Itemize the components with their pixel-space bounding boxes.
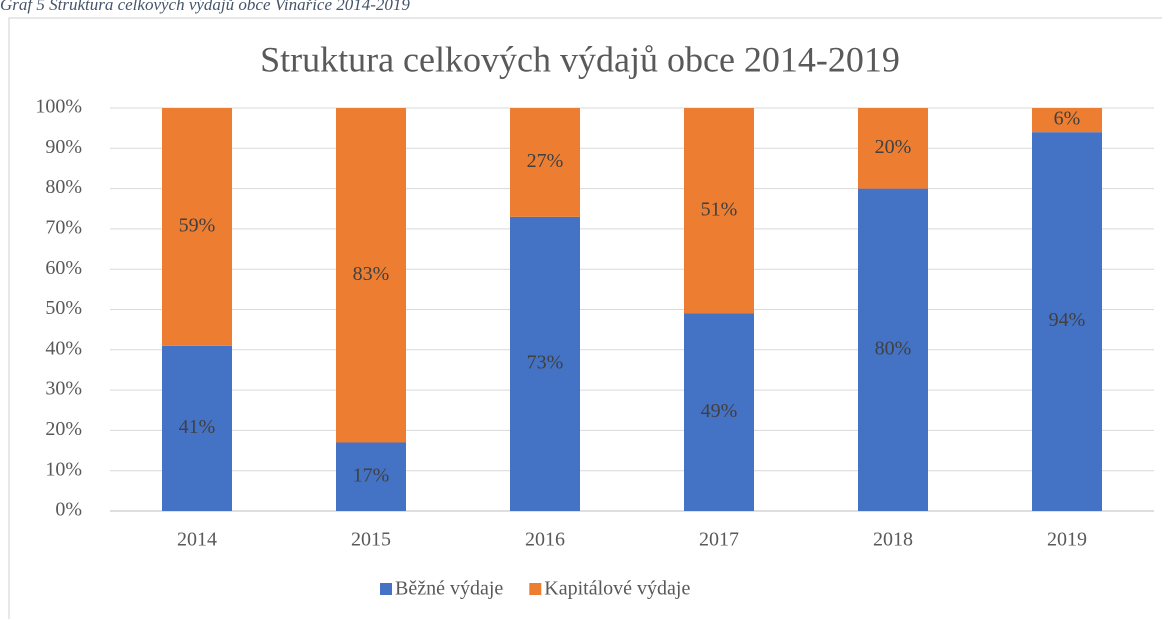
x-tick-label: 2016	[525, 529, 565, 551]
y-tick-label: 10%	[45, 458, 82, 480]
bar-segment	[1032, 132, 1102, 511]
x-tick-label: 2018	[873, 529, 913, 551]
bar-segment	[336, 108, 406, 443]
bar-segment	[684, 108, 754, 314]
data-label: 20%	[875, 136, 912, 158]
bar-segment	[162, 108, 232, 346]
bar-segment	[336, 442, 406, 511]
x-tick-label: 2014	[177, 529, 217, 551]
y-tick-label: 20%	[45, 418, 82, 440]
bar-segment	[858, 188, 928, 511]
data-label: 27%	[527, 150, 564, 172]
chart-frame	[8, 17, 1162, 619]
data-label: 94%	[1049, 309, 1086, 331]
bar-segment	[858, 108, 928, 189]
chart-title: Struktura celkových výdajů obce 2014-201…	[260, 39, 900, 79]
data-label: 59%	[179, 214, 216, 236]
x-tick-label: 2015	[351, 529, 391, 551]
x-tick-label: 2019	[1047, 529, 1087, 551]
data-label: 17%	[353, 464, 390, 486]
data-label: 83%	[353, 263, 390, 285]
x-tick-label: 2017	[699, 529, 739, 551]
data-label: 73%	[527, 351, 564, 373]
bar-segment	[1032, 108, 1102, 133]
legend-swatch	[380, 583, 392, 595]
legend-label: Kapitálové výdaje	[544, 578, 690, 600]
caption: Graf 5 Struktura celkových výdajů obce V…	[0, 0, 410, 14]
bar-segment	[162, 345, 232, 511]
data-label: 6%	[1054, 108, 1081, 130]
data-label: 51%	[701, 198, 738, 220]
data-label: 41%	[179, 416, 216, 438]
y-tick-label: 50%	[45, 297, 82, 319]
bar-segment	[684, 313, 754, 511]
y-tick-label: 0%	[55, 499, 82, 521]
y-tick-label: 90%	[45, 136, 82, 158]
y-tick-label: 60%	[45, 257, 82, 279]
data-label: 80%	[875, 337, 912, 359]
data-label: 49%	[701, 400, 738, 422]
y-tick-label: 70%	[45, 216, 82, 238]
bar-segment	[510, 108, 580, 217]
bar-segment	[510, 216, 580, 511]
legend-swatch	[529, 583, 542, 595]
y-tick-label: 100%	[35, 96, 82, 118]
legend-label: Běžné výdaje	[395, 578, 503, 600]
y-tick-label: 30%	[45, 378, 82, 400]
y-tick-label: 40%	[45, 337, 82, 359]
y-tick-label: 80%	[45, 176, 82, 198]
